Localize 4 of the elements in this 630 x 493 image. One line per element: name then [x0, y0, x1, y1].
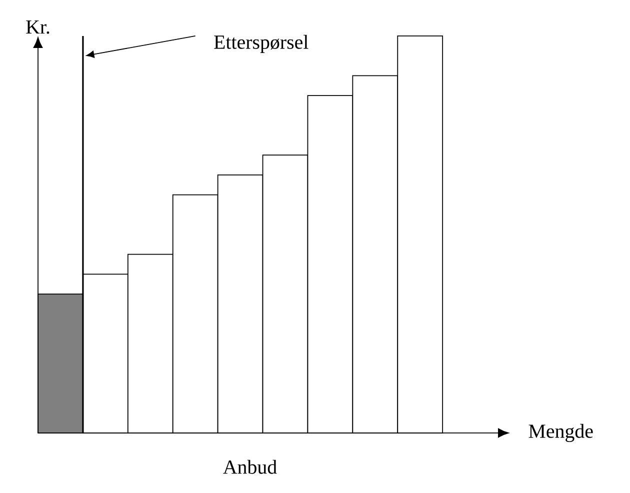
annotation: Etterspørsel	[214, 34, 308, 53]
y-axis-title: Kr.	[26, 20, 50, 34]
x-axis-title: Mengde	[528, 424, 593, 442]
text: Anbud	[223, 460, 277, 474]
